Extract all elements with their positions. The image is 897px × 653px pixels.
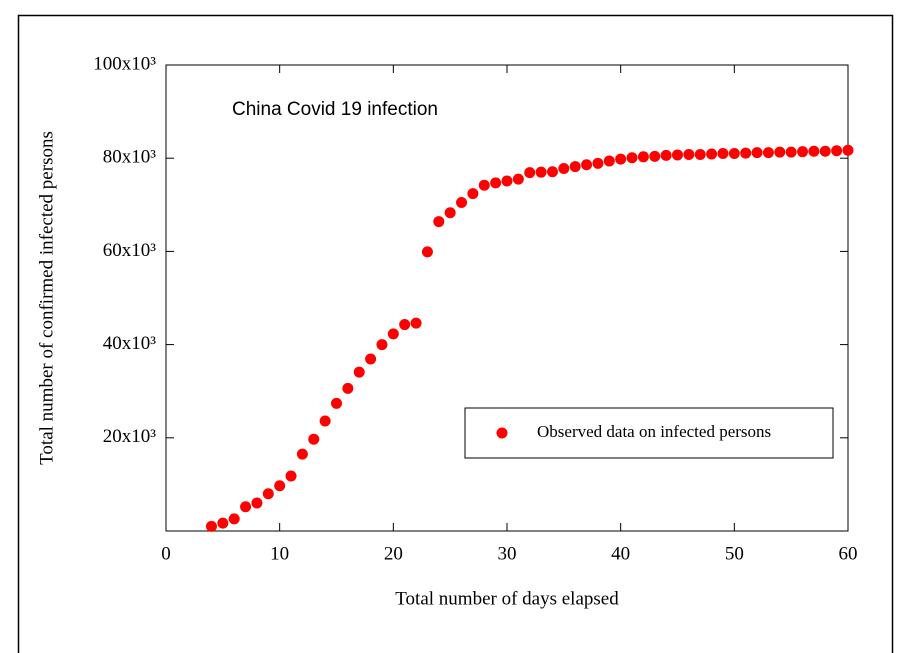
data-point [501, 175, 513, 187]
plot-area [165, 64, 849, 532]
data-point [717, 148, 729, 160]
data-point [376, 339, 388, 351]
data-point [319, 415, 331, 427]
frame [17, 14, 894, 653]
y-tick-label: 60x10³ [103, 240, 157, 261]
data-point [251, 497, 263, 509]
data-point [331, 397, 342, 409]
data-point [672, 149, 683, 161]
x-tick-label: 0 [161, 543, 171, 564]
data-point [637, 151, 649, 163]
data-point [205, 520, 217, 532]
data-point [342, 382, 354, 394]
data-point [444, 207, 456, 219]
data-point [365, 353, 377, 365]
data-point [262, 488, 274, 500]
data-point [831, 145, 843, 157]
x-tick-label: 10 [270, 543, 289, 564]
data-point [490, 177, 502, 189]
data-point [683, 148, 695, 160]
data-point [592, 157, 604, 169]
x-tick-label: 50 [725, 543, 744, 564]
data-point [410, 317, 422, 329]
data-point [774, 146, 786, 158]
data-point [285, 470, 297, 482]
data-point [581, 159, 593, 171]
data-point [433, 216, 445, 228]
data-point [740, 147, 752, 159]
data-point [808, 145, 820, 157]
data-point [819, 145, 831, 157]
x-axis-label: Total number of days elapsed [395, 588, 619, 609]
legend-box [464, 407, 834, 459]
annotation: China Covid 19 infection [232, 99, 438, 120]
data-point [456, 196, 468, 208]
data-point [842, 144, 854, 156]
y-tick-label: 80x10³ [103, 147, 157, 168]
data-point [626, 152, 638, 164]
data-point [228, 513, 240, 525]
legend-label: Observed data on infected persons [537, 422, 771, 441]
y-axis-label: Total number of confirmed infected perso… [36, 131, 57, 465]
data-point [296, 448, 308, 460]
data-point [615, 153, 627, 165]
data-point [558, 162, 570, 174]
x-tick-label: 20 [384, 543, 403, 564]
data-point [353, 366, 365, 378]
data-point [512, 173, 524, 185]
x-tick-label: 40 [611, 543, 630, 564]
data-point [240, 501, 252, 513]
y-tick-label: 40x10³ [103, 333, 157, 354]
data-point [387, 328, 399, 340]
data-point [217, 517, 229, 529]
data-point [728, 148, 740, 160]
data-point [478, 179, 490, 191]
data-point [467, 188, 479, 200]
data-point [797, 146, 809, 158]
data-point [546, 166, 558, 178]
data-point [785, 146, 797, 158]
data-point [524, 167, 536, 179]
data-point [694, 148, 706, 160]
y-tick-label: 20x10³ [103, 426, 157, 447]
x-tick-label: 30 [498, 543, 517, 564]
x-tick-label: 60 [839, 543, 858, 564]
data-point [751, 147, 763, 159]
data-point [535, 166, 547, 178]
data-point [421, 246, 433, 258]
data-point [399, 319, 411, 331]
data-point [308, 433, 320, 445]
data-point [649, 150, 661, 162]
data-point [274, 480, 286, 492]
data-point [660, 149, 672, 161]
data-point [762, 147, 774, 159]
y-tick-label: 100x10³ [93, 53, 156, 74]
data-point [706, 148, 718, 160]
data-point [569, 161, 581, 173]
legend-marker [496, 427, 508, 439]
data-point [603, 155, 615, 167]
